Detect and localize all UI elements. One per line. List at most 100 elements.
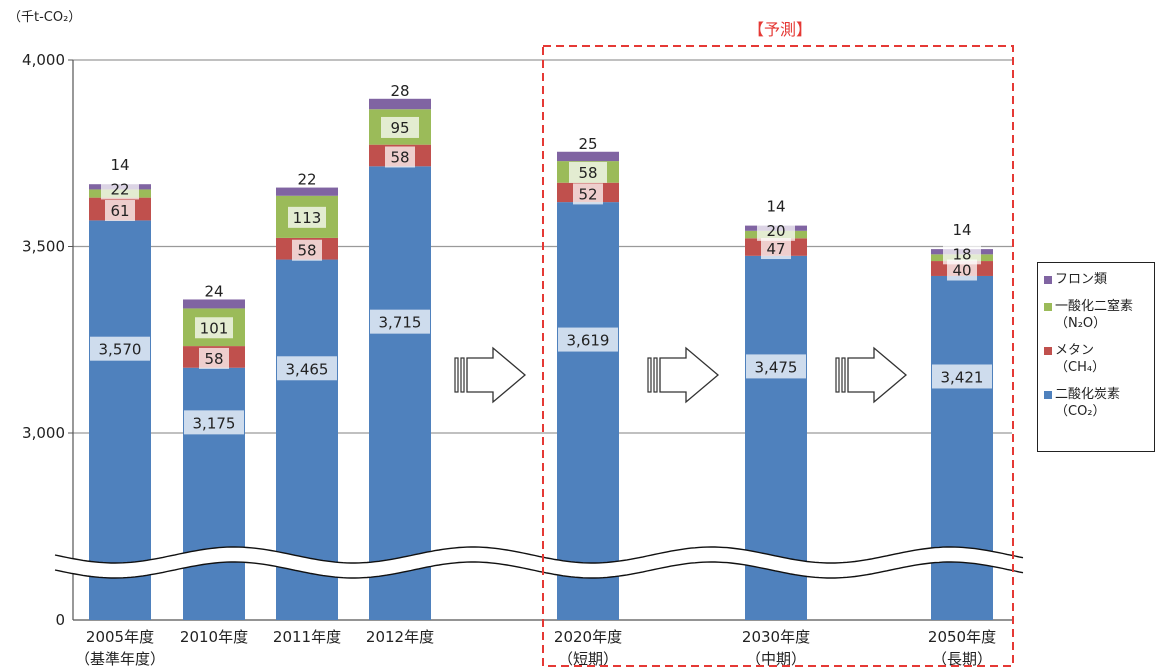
arrow-icon — [659, 346, 720, 404]
data-label-box — [381, 116, 419, 138]
x-tick-sublabel: （中期） — [746, 650, 806, 668]
bar-segment — [931, 275, 993, 620]
data-label: 113 — [293, 209, 322, 227]
legend-item-fluorocarbons: フロン類 — [1044, 271, 1148, 288]
bar-segment — [183, 367, 245, 620]
arrow-icon — [847, 346, 908, 404]
data-label: 58 — [297, 242, 316, 260]
data-label-box — [370, 309, 430, 334]
data-label: 14 — [952, 221, 971, 239]
data-label-box — [947, 259, 977, 281]
data-label: 3,619 — [567, 332, 610, 350]
data-label-box — [558, 327, 618, 352]
arrow-stripe — [647, 357, 652, 393]
data-label-box — [101, 178, 139, 200]
data-label-box — [90, 336, 150, 361]
x-tick-label: 2011年度 — [273, 628, 341, 646]
x-tick-label: 2050年度 — [928, 628, 996, 646]
data-label-box — [288, 206, 326, 228]
bar-segment — [183, 299, 245, 309]
data-label-box — [573, 183, 603, 205]
arrow-icon — [466, 346, 527, 404]
arrow-stripe — [653, 357, 658, 393]
data-label: 25 — [578, 135, 597, 153]
legend-label-fluorocarbons: フロン類 — [1055, 272, 1108, 287]
x-tick-label: 2010年度 — [180, 628, 248, 646]
data-label: 3,421 — [941, 368, 984, 386]
data-label: 40 — [952, 262, 971, 280]
bar-segment — [89, 220, 151, 620]
bar-segment — [369, 166, 431, 620]
x-tick-label: 2012年度 — [366, 628, 434, 646]
y-tick-label: 3,000 — [22, 424, 65, 442]
legend-item-n2o: 一酸化二窒素 （N₂O） — [1044, 298, 1148, 332]
bar-segment — [557, 151, 619, 162]
arrow-stripe — [835, 357, 840, 393]
legend-label-co2: 二酸化炭素 （CO₂） — [1055, 387, 1121, 419]
data-label: 3,175 — [193, 414, 236, 432]
data-label: 58 — [578, 164, 597, 182]
data-label-box — [292, 239, 322, 261]
data-label-box — [184, 410, 244, 435]
data-label-box — [195, 317, 233, 339]
data-label: 18 — [952, 245, 971, 263]
x-tick-sublabel: （基準年度） — [75, 650, 165, 668]
axis-break-line — [54, 546, 1024, 564]
data-label-box — [385, 146, 415, 168]
data-label-box — [746, 354, 806, 379]
data-label-box — [569, 161, 607, 183]
x-tick-sublabel: （短期） — [558, 650, 618, 668]
bar-segment — [557, 202, 619, 620]
data-label: 14 — [110, 156, 129, 174]
forecast-box — [542, 45, 1014, 667]
data-label: 52 — [578, 185, 597, 203]
x-tick-label: 2020年度 — [554, 628, 622, 646]
bar-segment — [369, 98, 431, 110]
legend-label-methane: メタン （CH₄） — [1055, 343, 1106, 375]
legend-item-methane: メタン （CH₄） — [1044, 342, 1148, 376]
data-label-box — [105, 200, 135, 222]
data-label: 47 — [766, 240, 785, 258]
y-tick-label: 3,500 — [22, 238, 65, 256]
y-axis-unit: （千t-CO₂） — [8, 10, 82, 25]
legend-label-n2o: 一酸化二窒素 （N₂O） — [1055, 299, 1134, 331]
legend-swatch-fluorocarbons — [1044, 276, 1052, 284]
arrow-stripe — [841, 357, 846, 393]
legend-swatch-co2 — [1044, 391, 1052, 399]
arrow-stripe — [454, 357, 459, 393]
data-label: 3,465 — [286, 360, 329, 378]
x-tick-label: 2005年度 — [86, 628, 154, 646]
data-label-box — [277, 356, 337, 381]
data-label: 24 — [204, 282, 223, 300]
data-label: 3,570 — [99, 341, 142, 359]
x-tick-label: 2030年度 — [742, 628, 810, 646]
data-label: 22 — [297, 171, 316, 189]
legend-swatch-methane — [1044, 347, 1052, 355]
data-label-box — [943, 243, 981, 265]
data-label-box — [199, 347, 229, 369]
y-tick-label: 4,000 — [22, 51, 65, 69]
data-label-box — [932, 364, 992, 389]
legend-swatch-n2o — [1044, 303, 1052, 311]
data-label: 3,715 — [379, 314, 422, 332]
y-tick-label: 0 — [55, 611, 65, 629]
data-label: 58 — [390, 148, 409, 166]
x-tick-sublabel: （長期） — [932, 650, 992, 668]
axis-break-line — [54, 561, 1024, 579]
forecast-label: 【予測】 — [747, 20, 812, 39]
data-label-box — [761, 238, 791, 260]
data-label: 95 — [390, 119, 409, 137]
data-label: 101 — [200, 319, 229, 337]
data-label: 22 — [110, 180, 129, 198]
legend-item-co2: 二酸化炭素 （CO₂） — [1044, 386, 1148, 420]
data-label: 20 — [766, 222, 785, 240]
data-label: 61 — [110, 202, 129, 220]
bar-segment — [276, 187, 338, 196]
data-label-box — [757, 219, 795, 241]
data-label: 3,475 — [755, 358, 798, 376]
data-label: 14 — [766, 198, 785, 216]
legend: フロン類 一酸化二窒素 （N₂O） メタン （CH₄） 二酸化炭素 （CO₂） — [1037, 262, 1155, 452]
data-label: 28 — [390, 82, 409, 100]
data-label: 58 — [204, 350, 223, 368]
